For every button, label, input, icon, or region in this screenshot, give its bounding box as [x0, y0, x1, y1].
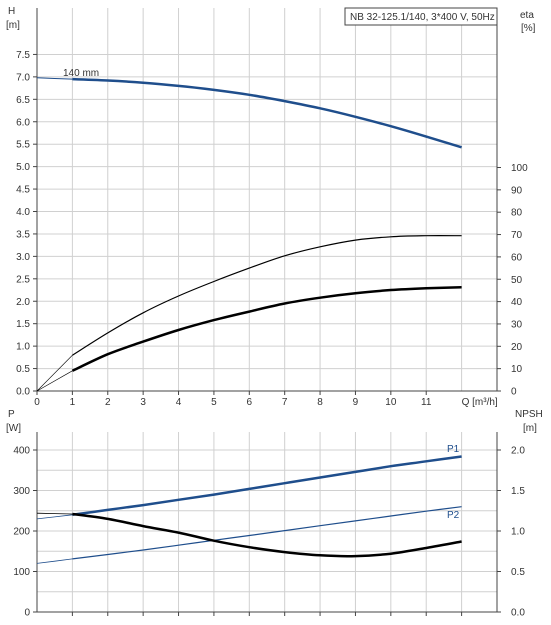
p1-label: P1: [447, 444, 460, 455]
black-curve-extension: [36, 370, 73, 392]
top-left-tick-label: 4.5: [16, 185, 30, 196]
top-x-tick-label: 2: [105, 397, 111, 408]
power-npsh-panel: 0 100 200 300 400 0.0 0.5 1.0 1.5 2.0 P [W] NPSH [m] P…: [6, 409, 543, 619]
top-right-tick-label: 80: [511, 208, 523, 219]
eta-unit-label: [%]: [521, 23, 536, 34]
top-x-tick-label: 5: [211, 397, 217, 408]
top-right-tick-label: 40: [511, 297, 523, 308]
head-curve-label: 140 mm: [63, 68, 99, 79]
top-left-tick-label: 6.5: [16, 95, 30, 106]
p2-label: P2: [447, 510, 460, 521]
eta-curve: [72, 235, 462, 356]
head-unit-label: [m]: [6, 20, 20, 31]
top-right-tick-label: 50: [511, 275, 523, 286]
top-left-tick-label: 4.0: [16, 207, 30, 218]
power-axis-label: P: [8, 409, 15, 420]
top-left-tick-label: 2.5: [16, 274, 30, 285]
top-left-tick-label: 7.5: [16, 50, 30, 61]
npsh-curve: [72, 512, 462, 558]
top-x-tick-label: 7: [282, 397, 288, 408]
p2-curve-extension: [36, 558, 73, 564]
power-unit-label: [W]: [6, 423, 21, 434]
p2-curve: [72, 506, 462, 560]
bottom-left-tick-label: 0: [24, 608, 30, 619]
top-left-tick-label: 1.5: [16, 319, 30, 330]
bottom-right-tick-label: 1.0: [511, 527, 525, 538]
top-right-tick-label: 30: [511, 319, 523, 330]
top-x-tick-label: 4: [176, 397, 182, 408]
bottom-right-tick-label: 1.5: [511, 486, 525, 497]
top-x-tick-label: 6: [247, 397, 253, 408]
head-efficiency-panel: 0.0 0.5 1.0 1.5 2.0 2.5 3.0 3.5 4.0 4.5 5.0 5.5 6.0 6…: [6, 6, 536, 408]
head-curve: [72, 77, 462, 149]
eta-axis-label: eta: [520, 10, 534, 21]
top-left-tick-label: 5.5: [16, 140, 30, 151]
top-x-tick-label: 1: [70, 397, 76, 408]
top-right-tick-label: 60: [511, 252, 523, 263]
bottom-left-tick-label: 300: [13, 486, 30, 497]
head-curve-extension: [36, 77, 73, 80]
top-right-tick-label: 100: [511, 163, 528, 174]
top-right-tick-label: 10: [511, 364, 523, 375]
bottom-left-tick-label: 100: [13, 567, 30, 578]
top-x-tick-label: 11: [421, 397, 432, 408]
npsh-curve-extension: [36, 512, 73, 515]
top-left-tick-label: 1.0: [16, 342, 30, 353]
p1-curve: [72, 455, 462, 517]
top-left-tick-label: 7.0: [16, 72, 30, 83]
npsh-axis-label: NPSH: [515, 409, 543, 420]
top-x-tick-label: 8: [317, 397, 323, 408]
chart-title: NB 32-125.1/140, 3*400 V, 50Hz: [350, 12, 495, 23]
x-axis-label: Q [m³/h]: [462, 397, 498, 408]
top-right-tick-label: 70: [511, 230, 523, 241]
top-x-tick-label: 3: [140, 397, 146, 408]
npsh-unit-label: [m]: [523, 423, 537, 434]
top-right-tick-label: 20: [511, 342, 523, 353]
top-x-tick-label: 9: [353, 397, 359, 408]
top-right-tick-label: 90: [511, 185, 523, 196]
top-left-tick-label: 5.0: [16, 162, 30, 173]
bottom-left-tick-label: 400: [13, 446, 30, 457]
top-left-tick-label: 6.0: [16, 117, 30, 128]
eta-curve-extension: [36, 355, 73, 392]
top-left-tick-label: 0.5: [16, 364, 30, 375]
head-axis-label: H: [8, 6, 15, 17]
top-x-tick-label: 10: [385, 397, 397, 408]
top-left-tick-label: 2.0: [16, 297, 30, 308]
bottom-left-tick-label: 200: [13, 527, 30, 538]
top-x-tick-label: 0: [34, 397, 40, 408]
top-left-tick-label: 3.0: [16, 252, 30, 263]
black-curve: [71, 286, 462, 372]
top-right-tick-label: 0: [511, 387, 517, 398]
p1-curve-extension: [36, 514, 73, 520]
bottom-right-tick-label: 0.0: [511, 608, 525, 619]
top-left-tick-label: 3.5: [16, 229, 30, 240]
top-left-tick-label: 0.0: [16, 387, 30, 398]
bottom-right-tick-label: 0.5: [511, 567, 525, 578]
title-box: [344, 7, 498, 26]
bottom-right-tick-label: 2.0: [511, 446, 525, 457]
